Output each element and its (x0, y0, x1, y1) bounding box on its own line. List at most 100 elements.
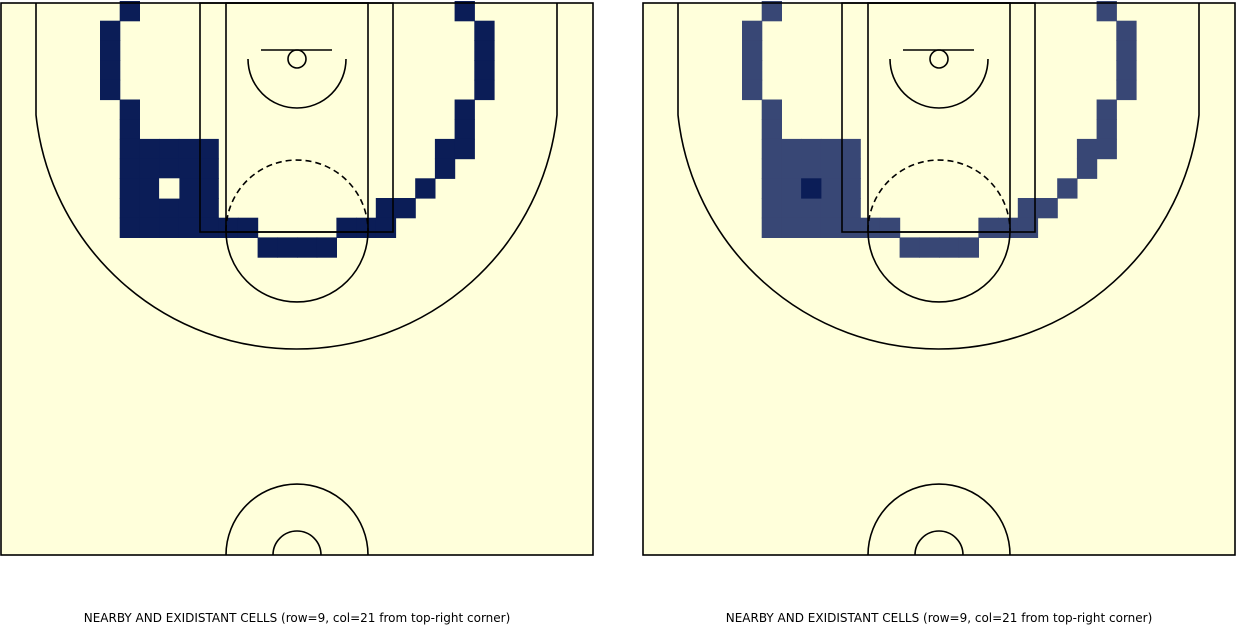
highlighted-cell (198, 138, 219, 160)
highlighted-cell (139, 178, 160, 199)
highlighted-cell (119, 1, 140, 22)
highlighted-cell (820, 138, 842, 160)
highlighted-cell (879, 217, 901, 238)
court-panel-right (642, 0, 1236, 560)
highlighted-cell (820, 178, 842, 199)
panel-caption-right: NEARBY AND EXIDISTANT CELLS (row=9, col=… (725, 611, 1153, 625)
highlighted-cell (801, 198, 822, 219)
highlighted-cell (761, 158, 782, 179)
center-circle-inner (914, 530, 964, 556)
highlighted-cell (100, 60, 121, 81)
highlighted-cell (1017, 217, 1039, 238)
highlighted-cell (178, 138, 200, 160)
highlighted-cell (119, 99, 140, 120)
center-circle-outer (867, 483, 1011, 556)
highlighted-cell (474, 20, 495, 41)
highlighted-cell (178, 158, 200, 179)
highlighted-cell (119, 158, 140, 179)
court-diagram-right (642, 1, 1236, 556)
highlighted-cell (218, 217, 239, 238)
highlighted-cell (781, 198, 802, 219)
highlighted-cell (100, 20, 121, 41)
highlighted-cell (198, 217, 219, 238)
highlighted-cell (100, 79, 121, 101)
highlighted-cell (1116, 60, 1137, 81)
highlighted-cell (100, 40, 121, 61)
highlighted-cell (1096, 1, 1117, 22)
highlighted-cell (1076, 158, 1098, 179)
highlighted-cell (159, 217, 180, 238)
highlighted-cell (860, 217, 881, 238)
highlighted-cell (434, 138, 456, 160)
court-floor (1, 3, 593, 555)
highlighted-cell (119, 138, 140, 160)
highlighted-cell (840, 158, 861, 179)
highlighted-cell (761, 99, 782, 120)
highlighted-cell (454, 138, 475, 160)
highlighted-cell (1116, 40, 1137, 61)
highlighted-cell (840, 178, 861, 199)
highlighted-cell (840, 198, 861, 219)
highlighted-cell (159, 138, 180, 160)
court-diagram-left (0, 1, 594, 556)
highlighted-cell (178, 178, 200, 199)
highlighted-cell (899, 237, 920, 258)
rim (929, 49, 949, 69)
highlighted-cell (761, 1, 782, 22)
highlighted-cell (474, 60, 495, 81)
highlighted-cell (474, 79, 495, 101)
free-throw-circle-dashed (867, 159, 1011, 232)
highlighted-cell (1057, 178, 1078, 199)
highlighted-cell (139, 198, 160, 219)
highlighted-cell (454, 1, 475, 22)
court-panel-left (0, 0, 594, 560)
highlighted-cell (781, 138, 802, 160)
highlighted-cell (820, 158, 842, 179)
highlighted-cell (1017, 198, 1039, 219)
highlighted-cell (742, 20, 763, 41)
highlighted-cell (178, 217, 200, 238)
highlighted-cell (139, 138, 160, 160)
highlighted-cell (316, 237, 337, 258)
highlighted-cell (781, 158, 802, 179)
highlighted-cell (277, 237, 298, 258)
reference-cell (159, 178, 180, 199)
highlighted-cell (1116, 79, 1137, 101)
highlighted-cell (742, 60, 763, 81)
highlighted-cell (801, 138, 822, 160)
highlighted-cell (978, 217, 999, 238)
highlighted-cell (356, 217, 377, 238)
panel-caption-left: NEARBY AND EXIDISTANT CELLS (row=9, col=… (83, 611, 511, 625)
highlighted-cell (761, 138, 782, 160)
highlighted-cell (742, 79, 763, 101)
highlighted-cell (119, 178, 140, 199)
three-point-line (677, 3, 1200, 350)
highlighted-cell (1096, 119, 1117, 140)
highlighted-cell (119, 119, 140, 140)
highlighted-cell (198, 178, 219, 199)
highlighted-cell (454, 99, 475, 120)
rim (287, 49, 307, 69)
highlighted-cell (159, 158, 180, 179)
highlighted-cell (257, 237, 278, 258)
highlighted-cell (336, 217, 357, 238)
highlighted-cell (178, 198, 200, 219)
highlighted-cell (375, 217, 397, 238)
highlighted-cell (919, 237, 940, 258)
paint-inner (225, 2, 369, 233)
center-circle-outer (225, 483, 369, 556)
free-throw-circle-solid (867, 230, 1011, 303)
restricted-area-arc (889, 58, 989, 109)
highlighted-cell (761, 119, 782, 140)
highlighted-cell (119, 217, 140, 238)
highlighted-cell (761, 217, 782, 238)
highlighted-cell (395, 198, 416, 219)
highlighted-cell (1076, 138, 1098, 160)
highlighted-cell (801, 158, 822, 179)
highlighted-cell (820, 198, 842, 219)
highlighted-cell (237, 217, 259, 238)
free-throw-circle-dashed (225, 159, 369, 232)
paint-inner (867, 2, 1011, 233)
highlighted-cell (939, 237, 960, 258)
highlighted-cell (415, 178, 436, 199)
